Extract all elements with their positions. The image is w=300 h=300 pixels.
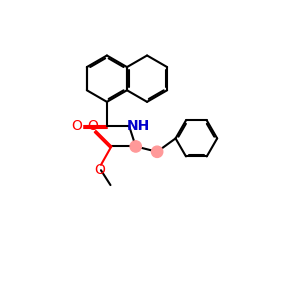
Text: NH: NH: [127, 118, 150, 133]
Text: O: O: [88, 119, 98, 133]
Text: O: O: [94, 163, 105, 177]
Circle shape: [152, 146, 163, 158]
Circle shape: [130, 141, 141, 152]
Text: O: O: [72, 119, 83, 133]
